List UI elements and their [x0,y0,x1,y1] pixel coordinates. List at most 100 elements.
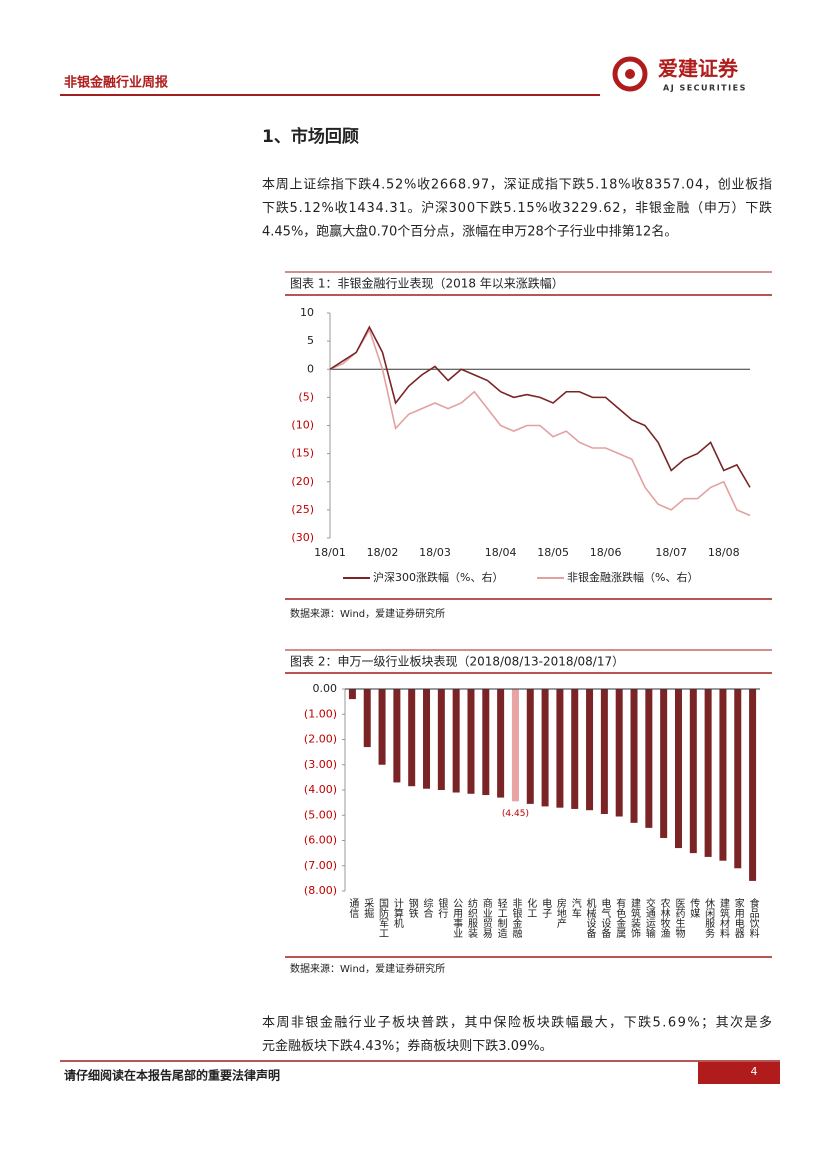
logo-en: AJ SECURITIES [663,84,747,93]
bar [348,689,356,700]
y-tick-label: (3.00) [304,758,337,771]
x-tick-label: 食品饮料 [747,897,759,939]
y-tick-label: (2.00) [304,733,337,746]
series-line [329,327,751,517]
x-tick-label: 非银金融 [510,898,522,939]
x-tick-label: 18/07 [655,546,687,559]
x-tick-label: 机械设备 [584,897,596,939]
x-tick-label: 商业贸易 [480,897,492,939]
x-tick-label: 18/08 [708,546,740,559]
value-label: (4.45) [502,809,529,819]
x-tick-label: 传媒 [688,898,700,919]
x-tick-label: 钢铁 [406,897,418,919]
bar [734,689,742,869]
y-tick-label: 0.00 [313,682,338,695]
x-tick-label: 汽车 [569,897,581,919]
y-tick-label: (8.00) [304,884,337,897]
x-tick-label: 家用电器 [732,897,744,939]
y-tick-label: (30) [291,531,314,544]
logo-ring [612,56,648,92]
bar [467,689,475,794]
bar [363,689,371,748]
bar [600,689,608,814]
y-tick-label: 0 [307,362,314,375]
paragraph-line: 本周上证综指下跌4.52%收2668.97，深证成指下跌5.18%收8357.0… [262,177,772,193]
x-tick-label: 建筑装饰 [629,897,641,939]
bar [393,689,401,783]
x-tick-label: 公用事业 [451,898,463,938]
bar [704,689,712,857]
y-tick-label: (10) [291,419,314,432]
y-tick-label: (5.00) [304,808,337,821]
page-number-box [698,1062,780,1084]
paragraph-line: 本周非银金融行业子板块普跌，其中保险板块跌幅最大，下跌5.69%；其次是多 [262,1015,772,1031]
x-tick-label: 医药生物 [673,898,685,939]
bar [719,689,727,861]
bar [571,689,579,809]
x-tick-label: 休闲服务 [703,898,715,939]
x-tick-label: 18/01 [314,546,346,559]
x-tick-label: 交通运输 [643,897,655,939]
y-tick-label: (20) [291,475,314,488]
y-tick-label: (7.00) [304,859,337,872]
bar [749,689,757,881]
paragraph-line: 元金融板块下跌4.43%；券商板块则下跌3.09%。 [262,1038,553,1054]
bar [482,689,490,796]
bar [615,689,623,817]
x-tick-label: 18/05 [537,546,569,559]
bar [674,689,682,849]
bar [630,689,638,823]
chart-2: 图表 2：申万一级行业板块表现（2018/08/13-2018/08/17） 数据… [285,649,772,975]
bar [378,689,386,765]
legend-label: 沪深300涨跌幅（%、右） [373,570,503,584]
legend-label: 非银金融涨跌幅（%、右） [567,570,698,584]
logo-cn: 爱建证券 [658,57,739,81]
y-tick-label: 10 [300,306,314,319]
x-tick-label: 电气设备 [599,897,611,939]
bar [526,689,534,804]
x-tick-label: 纺织服装 [465,897,477,939]
bar [423,689,431,789]
bar [497,689,505,798]
bar [541,689,549,807]
paragraph-line: 下跌5.12%收1434.31。沪深300下跌5.15%收3229.62，非银金… [262,200,772,216]
y-tick-label: (1.00) [304,707,337,720]
series-line [329,325,751,488]
y-tick-label: (25) [291,503,314,516]
bar [408,689,416,787]
y-tick-label: (15) [291,447,314,460]
y-tick-label: 5 [307,334,314,347]
x-tick-label: 建筑材料 [717,897,729,939]
x-tick-label: 计算机 [391,897,403,929]
bar [556,689,564,808]
header-title: 非银金融行业周报 [64,75,169,91]
bar [511,689,519,802]
bar [660,689,668,838]
y-tick-label: (4.00) [304,783,337,796]
x-tick-label: 银行 [436,897,448,919]
chart-source: 数据来源：Wind，爱建证券研究所 [290,962,445,975]
paragraphs: 本周上证综指下跌4.52%收2668.97，深证成指下跌5.18%收8357.0… [262,177,772,1055]
x-tick-label: 化工 [525,897,537,918]
bar [437,689,445,790]
x-tick-label: 轻工制造 [495,897,507,938]
bar [645,689,653,828]
x-tick-label: 采掘 [362,898,374,919]
x-tick-label: 18/02 [367,546,399,559]
y-tick-label: (5) [298,390,314,403]
chart-title: 图表 2：申万一级行业板块表现（2018/08/13-2018/08/17） [290,655,624,669]
section-title: 1、市场回顾 [262,126,359,147]
chart-source: 数据来源：Wind，爱建证券研究所 [290,607,445,620]
x-tick-label: 房地产 [554,897,566,929]
page-number: 4 [751,1065,758,1078]
x-tick-label: 电子 [540,897,552,918]
x-tick-label: 通信 [347,898,359,919]
x-tick-label: 国防军工 [377,898,389,938]
bar [586,689,594,811]
chart-1: 图表 1：非银金融行业表现（2018 年以来涨跌幅） 数据来源：Wind，爱建证券… [285,271,772,620]
x-tick-label: 18/03 [419,546,451,559]
y-tick-label: (6.00) [304,834,337,847]
x-tick-label: 农林牧渔 [658,897,670,939]
